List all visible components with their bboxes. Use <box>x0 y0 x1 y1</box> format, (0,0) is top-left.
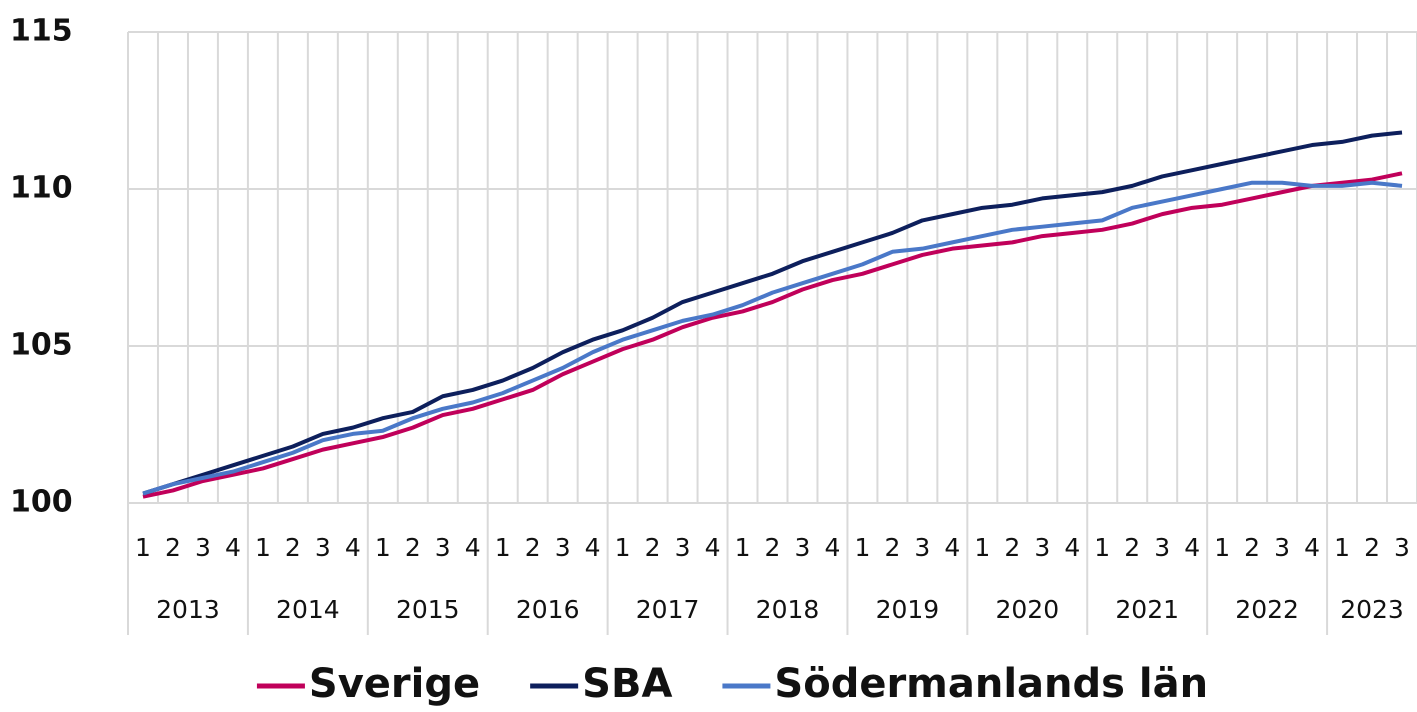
x-tick-label: 3 <box>435 533 451 562</box>
x-tick-label: 4 <box>1304 533 1320 562</box>
x-tick-label: 4 <box>225 533 241 562</box>
x-tick-label: 1 <box>495 533 511 562</box>
line-series <box>142 180 1403 496</box>
x-tick-label: 4 <box>465 533 481 562</box>
x-tick-label: 2 <box>645 533 661 562</box>
x-group-label: 2015 <box>396 595 460 624</box>
x-group-label: 2019 <box>876 595 940 624</box>
x-tick-label: 4 <box>944 533 960 562</box>
x-tick-label: 3 <box>1274 533 1290 562</box>
x-tick-label: 1 <box>135 533 151 562</box>
x-tick-label: 1 <box>1214 533 1230 562</box>
legend-label: Sverige <box>309 661 480 707</box>
x-tick-label: 4 <box>1184 533 1200 562</box>
x-tick-label: 3 <box>555 533 571 562</box>
x-tick-label: 2 <box>1124 533 1140 562</box>
x-tick-label: 1 <box>854 533 870 562</box>
x-tick-label: 1 <box>974 533 990 562</box>
x-group-label: 2016 <box>516 595 580 624</box>
legend-label: Södermanlands län <box>774 661 1208 707</box>
x-tick-label: 4 <box>825 533 841 562</box>
x-group-label: 2023 <box>1340 595 1404 624</box>
y-tick-label: 100 <box>10 485 73 520</box>
x-tick-label: 4 <box>705 533 721 562</box>
x-tick-label: 3 <box>914 533 930 562</box>
x-tick-label: 3 <box>315 533 331 562</box>
x-tick-label: 2 <box>165 533 181 562</box>
x-tick-label: 4 <box>345 533 361 562</box>
x-group-label: 2013 <box>156 595 220 624</box>
x-tick-label: 1 <box>1094 533 1110 562</box>
x-tick-label: 2 <box>1364 533 1380 562</box>
x-tick-label: 3 <box>675 533 691 562</box>
x-tick-label: 2 <box>405 533 421 562</box>
x-tick-label: 2 <box>765 533 781 562</box>
x-tick-label: 4 <box>1064 533 1080 562</box>
x-tick-label: 1 <box>735 533 751 562</box>
x-tick-label: 3 <box>1154 533 1170 562</box>
x-group-label: 2018 <box>756 595 820 624</box>
x-group-label: 2022 <box>1235 595 1299 624</box>
x-tick-label: 3 <box>1034 533 1050 562</box>
x-group-label: 2017 <box>636 595 700 624</box>
x-tick-label: 2 <box>1004 533 1020 562</box>
x-tick-label: 1 <box>615 533 631 562</box>
x-tick-label: 1 <box>1334 533 1350 562</box>
x-tick-label: 3 <box>1394 533 1410 562</box>
y-tick-label: 110 <box>10 171 73 206</box>
x-group-label: 2020 <box>995 595 1059 624</box>
line-series <box>142 171 1403 499</box>
x-tick-label: 4 <box>585 533 601 562</box>
line-series <box>142 130 1403 496</box>
x-tick-label: 2 <box>525 533 541 562</box>
x-tick-label: 2 <box>884 533 900 562</box>
x-tick-label: 2 <box>285 533 301 562</box>
x-tick-label: 3 <box>795 533 811 562</box>
x-group-label: 2014 <box>276 595 340 624</box>
x-tick-label: 3 <box>195 533 211 562</box>
y-tick-label: 105 <box>10 328 73 363</box>
y-tick-label: 115 <box>10 14 73 49</box>
x-tick-label: 2 <box>1244 533 1260 562</box>
legend-label: SBA <box>582 661 672 707</box>
x-tick-label: 1 <box>375 533 391 562</box>
x-tick-label: 1 <box>255 533 271 562</box>
x-group-label: 2021 <box>1115 595 1179 624</box>
